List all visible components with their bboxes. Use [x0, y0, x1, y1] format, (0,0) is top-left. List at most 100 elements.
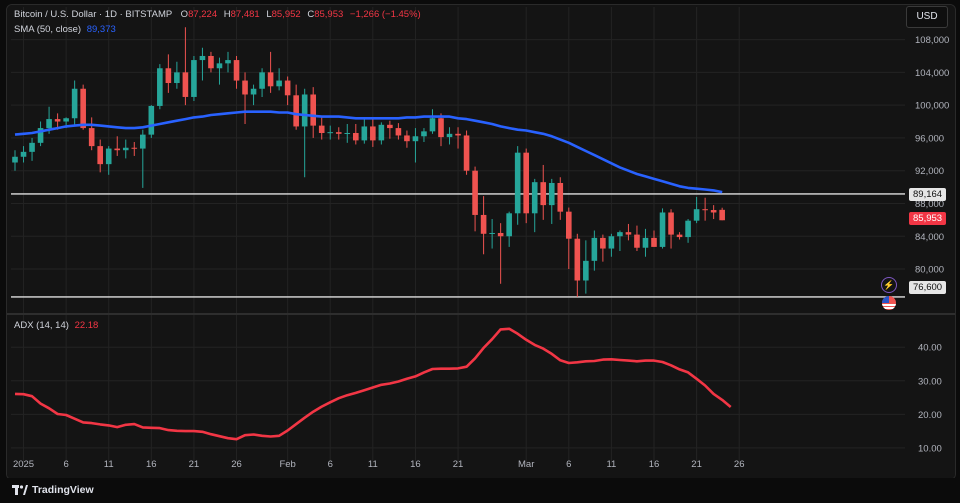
- candle: [174, 61, 180, 89]
- candle-body: [412, 136, 419, 142]
- date-tick-label: 26: [231, 459, 242, 470]
- candles: [12, 27, 725, 297]
- candle: [600, 234, 606, 262]
- candle: [608, 233, 615, 257]
- date-tick-label: 11: [368, 459, 378, 470]
- candle: [446, 127, 453, 145]
- candle-body: [71, 88, 78, 119]
- candle: [455, 127, 461, 149]
- candle: [497, 223, 504, 284]
- chart-background: [7, 5, 955, 479]
- close-label: C: [307, 9, 315, 20]
- tradingview-logo[interactable]: TradingView: [12, 484, 94, 496]
- candle: [293, 84, 299, 130]
- price-tick-label: 108,000: [915, 35, 949, 46]
- candle: [531, 178, 538, 233]
- candle-body: [80, 88, 86, 129]
- candle-body: [387, 124, 393, 129]
- sma-line: [14, 110, 723, 194]
- candle-body: [480, 214, 487, 234]
- candle: [20, 146, 27, 163]
- candle: [114, 136, 121, 156]
- sma-legend[interactable]: SMA (50, close) 89,373: [14, 24, 116, 35]
- candle-body: [191, 60, 197, 97]
- symbol-header: Bitcoin / U.S. Dollar · 1D · BITSTAMP O8…: [14, 9, 421, 20]
- candle-body: [182, 72, 189, 97]
- candle: [157, 64, 163, 110]
- candle-body: [216, 63, 223, 69]
- candle-body: [472, 170, 478, 215]
- candle-body: [557, 182, 564, 212]
- candle: [548, 178, 555, 224]
- candle-body: [208, 55, 214, 69]
- candle-body: [29, 142, 35, 152]
- candle: [625, 223, 632, 241]
- high-value: 87,481: [230, 9, 260, 20]
- candle-body: [20, 151, 27, 157]
- price-tick-label: 104,000: [915, 68, 949, 79]
- currency-button[interactable]: USD: [906, 6, 948, 28]
- candle-body: [446, 133, 453, 138]
- candle-body: [199, 55, 206, 61]
- candle: [276, 68, 282, 91]
- chart-canvas[interactable]: 80,000 84,000 88,000 92,000 96,000 100,000 104…: [7, 5, 955, 479]
- candle-body: [259, 72, 265, 89]
- candle: [208, 51, 214, 73]
- candle-body: [540, 182, 547, 206]
- candle: [693, 196, 700, 224]
- candle: [335, 127, 342, 140]
- candle: [122, 139, 129, 159]
- adx-gridlines: [11, 346, 905, 449]
- candle-body: [600, 237, 606, 249]
- adx-legend[interactable]: ADX (14, 14) 22.18: [14, 320, 98, 331]
- candle: [242, 72, 248, 124]
- candle-body: [88, 128, 95, 147]
- candle-body: [12, 156, 18, 163]
- candle: [191, 55, 197, 102]
- open-value: 87,224: [188, 9, 218, 20]
- candle: [523, 148, 529, 224]
- date-tick-label: 21: [189, 459, 200, 470]
- last-price-label: 85,953: [909, 212, 947, 225]
- candle: [387, 120, 393, 139]
- lightning-event-icon[interactable]: ⚡: [881, 277, 897, 293]
- date-tick-label: 16: [410, 459, 421, 470]
- price-axis: 80,000 84,000 88,000 92,000 96,000 100,000 104…: [915, 35, 949, 275]
- candle-body: [344, 133, 351, 134]
- candle-body: [267, 72, 274, 87]
- candle-body: [165, 68, 172, 84]
- candle-body: [693, 209, 700, 221]
- candle: [583, 240, 589, 294]
- candle-body: [506, 213, 512, 237]
- candle-body: [710, 210, 717, 213]
- date-tick-label: 11: [606, 459, 616, 470]
- tradingview-logo-icon: [12, 485, 28, 495]
- tradingview-brand: TradingView: [32, 484, 94, 496]
- candle: [506, 211, 512, 247]
- candle-body: [140, 134, 146, 149]
- candle: [216, 57, 223, 85]
- candle: [29, 137, 35, 161]
- chart-panel[interactable]: 80,000 84,000 88,000 92,000 96,000 100,000 104…: [6, 4, 956, 480]
- candle: [353, 123, 359, 145]
- candle-body: [361, 126, 368, 141]
- candle-body: [642, 237, 649, 248]
- candle-body: [514, 152, 521, 214]
- candle: [574, 233, 581, 297]
- candle: [318, 117, 325, 140]
- candle: [37, 121, 44, 147]
- candle: [480, 196, 487, 255]
- adx-line: [14, 327, 732, 441]
- candle: [404, 130, 410, 148]
- candle-body: [497, 232, 504, 237]
- candle: [676, 232, 683, 240]
- candle-body: [719, 209, 725, 221]
- candle: [310, 87, 316, 138]
- us-flag-event-icon[interactable]: [882, 296, 896, 310]
- candle: [233, 55, 240, 89]
- candle-body: [395, 128, 402, 136]
- date-tick-label: Feb: [279, 459, 295, 470]
- candle-body: [276, 80, 282, 87]
- candle: [438, 113, 444, 147]
